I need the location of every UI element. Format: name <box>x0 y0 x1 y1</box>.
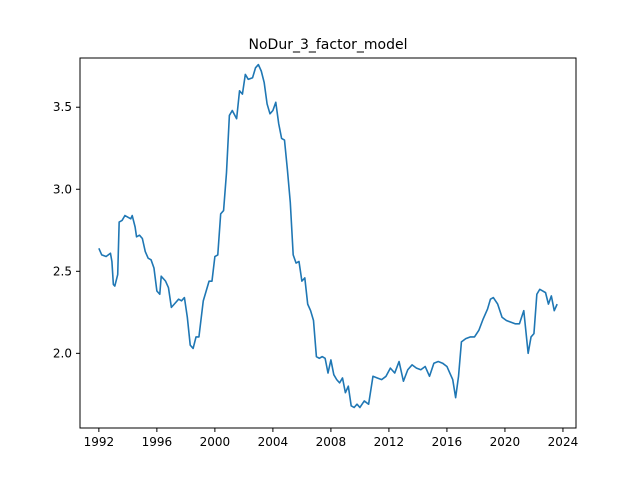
chart-title: NoDur_3_factor_model <box>249 37 408 53</box>
x-tick-label: 2012 <box>374 435 405 449</box>
x-tick-label: 2020 <box>490 435 521 449</box>
x-tick-label: 2008 <box>316 435 347 449</box>
y-tick-label: 3.0 <box>53 182 72 196</box>
x-tick-label: 2000 <box>200 435 231 449</box>
x-tick-label: 2024 <box>548 435 579 449</box>
plot-frame <box>79 57 577 429</box>
x-tick-label: 1996 <box>142 435 173 449</box>
x-tick-label: 2016 <box>432 435 463 449</box>
series-line-0 <box>98 63 558 409</box>
y-axis-ticks: 2.0 2.5 3.0 3.5 <box>53 100 80 360</box>
x-tick-label: 2004 <box>258 435 289 449</box>
x-axis-ticks: 1992 1996 2000 2004 2008 2012 2016 2020 2024 <box>84 428 579 449</box>
y-tick-label: 2.5 <box>53 264 72 278</box>
series-layer <box>98 63 558 409</box>
y-tick-label: 3.5 <box>53 100 72 114</box>
y-tick-label: 2.0 <box>53 346 72 360</box>
x-tick-label: 1992 <box>84 435 115 449</box>
